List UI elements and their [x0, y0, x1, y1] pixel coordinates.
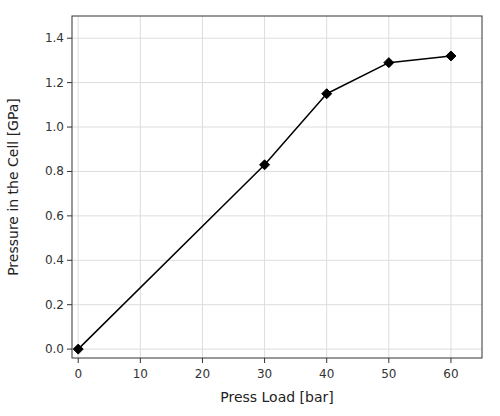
- y-tick-label: 1.2: [45, 76, 64, 90]
- grid: [72, 16, 482, 358]
- y-grid-line: [72, 82, 482, 83]
- x-tick: [202, 358, 203, 363]
- y-tick-label: 0.0: [45, 342, 64, 356]
- x-tick-label: 60: [443, 367, 458, 381]
- y-tick-label: 1.4: [45, 31, 64, 45]
- y-tick: [67, 171, 72, 172]
- y-tick: [67, 260, 72, 261]
- point-marker: [446, 51, 456, 61]
- y-tick-label: 0.4: [45, 253, 64, 267]
- y-tick: [67, 38, 72, 39]
- x-grid-line: [140, 16, 141, 358]
- y-tick: [67, 127, 72, 128]
- y-grid-line: [72, 349, 482, 350]
- x-tick: [78, 358, 79, 363]
- x-tick: [264, 358, 265, 363]
- y-tick: [67, 349, 72, 350]
- y-tick-label: 0.6: [45, 209, 64, 223]
- x-axis-label: Press Load [bar]: [220, 389, 333, 405]
- y-grid-line: [72, 304, 482, 305]
- x-tick-label: 50: [381, 367, 396, 381]
- y-tick: [67, 215, 72, 216]
- y-grid-line: [72, 171, 482, 172]
- y-tick: [67, 82, 72, 83]
- y-tick-label: 1.0: [45, 120, 64, 134]
- x-grid-line: [78, 16, 79, 358]
- y-tick: [67, 304, 72, 305]
- data-group: [73, 51, 456, 354]
- line: [78, 56, 451, 349]
- y-grid-line: [72, 127, 482, 128]
- point-marker: [73, 344, 83, 354]
- background: [0, 0, 500, 416]
- point-marker: [384, 58, 394, 68]
- y-grid-line: [72, 38, 482, 39]
- x-tick: [140, 358, 141, 363]
- y-tick-label: 0.2: [45, 298, 64, 312]
- point-marker: [260, 160, 270, 170]
- x-tick: [326, 358, 327, 363]
- point-marker: [322, 89, 332, 99]
- x-grid-line: [202, 16, 203, 358]
- y-tick-label: 0.8: [45, 164, 64, 178]
- plot-frame: [72, 16, 482, 358]
- x-tick: [450, 358, 451, 363]
- x-grid-line: [264, 16, 265, 358]
- x-tick-label: 20: [195, 367, 210, 381]
- y-grid-line: [72, 260, 482, 261]
- x-tick-label: 10: [133, 367, 148, 381]
- axes: 0 10 20 30 40 50 60 0.0 0.2 0.4 0.6 0.8 1.0 1.2 1.4: [45, 16, 482, 381]
- x-tick-label: 40: [319, 367, 334, 381]
- x-tick: [388, 358, 389, 363]
- x-grid-line: [450, 16, 451, 358]
- y-grid-line: [72, 215, 482, 216]
- chart-container: 0 10 20 30 40 50 60 0.0 0.2 0.4 0.6 0.8 1.0 1.2 1.4 Pre…: [0, 0, 500, 416]
- y-axis-label: Pressure in the Cell [GPa]: [5, 98, 21, 276]
- x-tick-label: 30: [257, 367, 272, 381]
- chart-svg: 0 10 20 30 40 50 60 0.0 0.2 0.4 0.6 0.8 1.0 1.2 1.4 Pre…: [0, 0, 500, 416]
- x-grid-line: [326, 16, 327, 358]
- x-tick-label: 0: [74, 367, 82, 381]
